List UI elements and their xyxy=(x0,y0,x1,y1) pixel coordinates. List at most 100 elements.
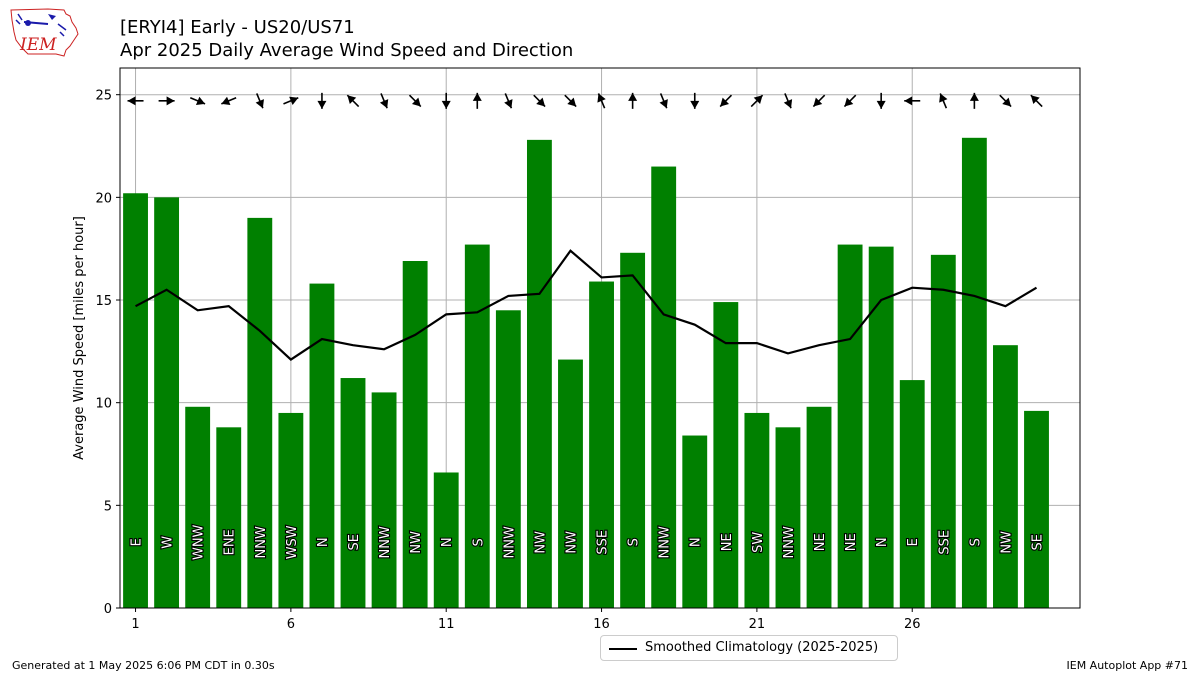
direction-label-day-3: WNW xyxy=(192,524,207,560)
chart-title-line2: Apr 2025 Daily Average Wind Speed and Di… xyxy=(120,40,574,61)
direction-label-day-26: E xyxy=(906,538,921,546)
wind-arrow-day-13 xyxy=(504,93,513,109)
wind-arrow-day-14 xyxy=(533,94,546,108)
wind-arrow-day-17 xyxy=(628,92,638,109)
wind-arrow-day-19 xyxy=(690,92,700,109)
wind-arrow-day-1 xyxy=(127,96,144,106)
direction-label-day-7: N xyxy=(316,537,331,547)
direction-label-day-22: NNW xyxy=(782,526,797,558)
bar-day-25 xyxy=(868,246,894,609)
direction-label-day-13: NNW xyxy=(502,526,517,558)
direction-label-day-30: SE xyxy=(1031,534,1046,550)
wind-arrow-day-27 xyxy=(939,93,948,109)
direction-label-day-23: NE xyxy=(813,533,828,551)
bar-day-19 xyxy=(682,435,708,608)
wind-arrow-day-15 xyxy=(564,94,577,108)
bar-day-2 xyxy=(154,197,180,608)
wind-arrow-day-4 xyxy=(221,96,237,106)
footer-generated: Generated at 1 May 2025 6:06 PM CDT in 0… xyxy=(12,659,275,672)
wind-arrow-day-12 xyxy=(472,92,482,109)
x-tick-label: 6 xyxy=(287,617,295,632)
legend-line-swatch xyxy=(609,648,637,650)
climatology-line xyxy=(135,249,1038,361)
bar-day-13 xyxy=(495,310,521,608)
wind-arrow-day-7 xyxy=(317,92,327,109)
direction-labels: E W WNW ENE NNW WSW N SE NNW NW N S NNW NW NW SSE S NNW N N… xyxy=(128,523,1046,561)
bar-day-18 xyxy=(651,166,677,609)
wind-arrow-day-9 xyxy=(379,93,389,109)
wind-arrow-day-3 xyxy=(189,96,206,106)
y-axis-label: Average Wind Speed [miles per hour] xyxy=(72,216,87,460)
direction-label-day-28: S xyxy=(968,538,983,546)
bar-day-20 xyxy=(713,302,739,608)
footer-app: IEM Autoplot App #71 xyxy=(1066,659,1189,672)
bar-day-12 xyxy=(464,244,490,608)
direction-label-day-10: NW xyxy=(409,531,424,554)
direction-label-day-2: W xyxy=(161,536,176,549)
direction-label-day-11: N xyxy=(440,537,455,547)
axes-frame xyxy=(119,67,1081,609)
direction-label-day-1: E xyxy=(130,538,145,546)
x-tick-label: 11 xyxy=(438,617,455,632)
y-tick-label: 25 xyxy=(95,89,112,104)
direction-label-day-19: N xyxy=(689,537,704,547)
wind-arrow-day-8 xyxy=(346,94,360,108)
direction-label-day-21: SW xyxy=(751,532,766,553)
wind-arrow-day-6 xyxy=(283,96,299,106)
wind-arrow-day-10 xyxy=(408,94,422,108)
bar-day-3 xyxy=(185,406,211,608)
direction-label-day-6: WSW xyxy=(285,525,300,559)
bar-day-17 xyxy=(620,252,646,608)
bar-day-8 xyxy=(340,378,366,608)
wind-arrow-day-24 xyxy=(843,94,857,108)
bar-day-9 xyxy=(371,392,397,608)
wind-arrow-day-11 xyxy=(441,92,451,109)
direction-label-day-12: S xyxy=(471,538,486,546)
bar-day-1 xyxy=(123,193,148,609)
x-tick-label: 26 xyxy=(904,617,921,632)
direction-label-day-5: NNW xyxy=(254,526,269,558)
wind-arrow-day-30 xyxy=(1030,94,1043,108)
bar-day-16 xyxy=(589,281,614,608)
y-tick-label: 10 xyxy=(95,397,112,412)
bar-day-29 xyxy=(993,345,1018,608)
wind-arrow-day-21 xyxy=(750,94,764,108)
bar-day-14 xyxy=(526,139,552,609)
wind-arrow-day-20 xyxy=(719,94,733,108)
wind-arrow-day-26 xyxy=(904,96,921,106)
bars xyxy=(123,137,1049,609)
direction-label-day-8: SE xyxy=(347,534,362,550)
direction-label-day-27: SSE xyxy=(937,530,952,555)
climatology-line-group xyxy=(135,249,1038,361)
bar-day-22 xyxy=(775,427,801,608)
direction-label-day-17: S xyxy=(627,538,642,546)
bar-day-11 xyxy=(433,472,459,608)
direction-label-day-29: NW xyxy=(999,531,1014,554)
bar-day-10 xyxy=(402,261,428,608)
legend-label: Smoothed Climatology (2025-2025) xyxy=(645,640,879,655)
y-tick-label: 5 xyxy=(104,499,112,514)
bar-day-5 xyxy=(247,217,273,608)
direction-label-day-9: NNW xyxy=(378,526,393,558)
bar-day-26 xyxy=(899,380,925,608)
iem-logo: IEM xyxy=(10,8,79,57)
bar-day-15 xyxy=(558,359,583,608)
direction-label-day-4: ENE xyxy=(223,529,238,555)
x-tick-label: 21 xyxy=(749,617,766,632)
bar-day-30 xyxy=(1024,410,1049,608)
bar-day-27 xyxy=(930,254,956,608)
wind-arrow-day-29 xyxy=(999,94,1012,108)
bar-day-21 xyxy=(744,412,770,608)
wind-arrow-day-28 xyxy=(969,92,979,109)
bar-day-24 xyxy=(837,244,863,608)
wind-arrow-day-16 xyxy=(597,93,606,109)
wind-arrow-day-2 xyxy=(158,96,175,106)
y-tick-label: 0 xyxy=(104,602,112,617)
legend: Smoothed Climatology (2025-2025) xyxy=(600,635,898,661)
direction-label-day-15: NW xyxy=(564,531,579,554)
direction-label-day-18: NNW xyxy=(658,526,673,558)
bar-day-6 xyxy=(278,412,304,608)
wind-arrow-day-18 xyxy=(659,93,668,109)
bar-day-28 xyxy=(961,137,987,609)
